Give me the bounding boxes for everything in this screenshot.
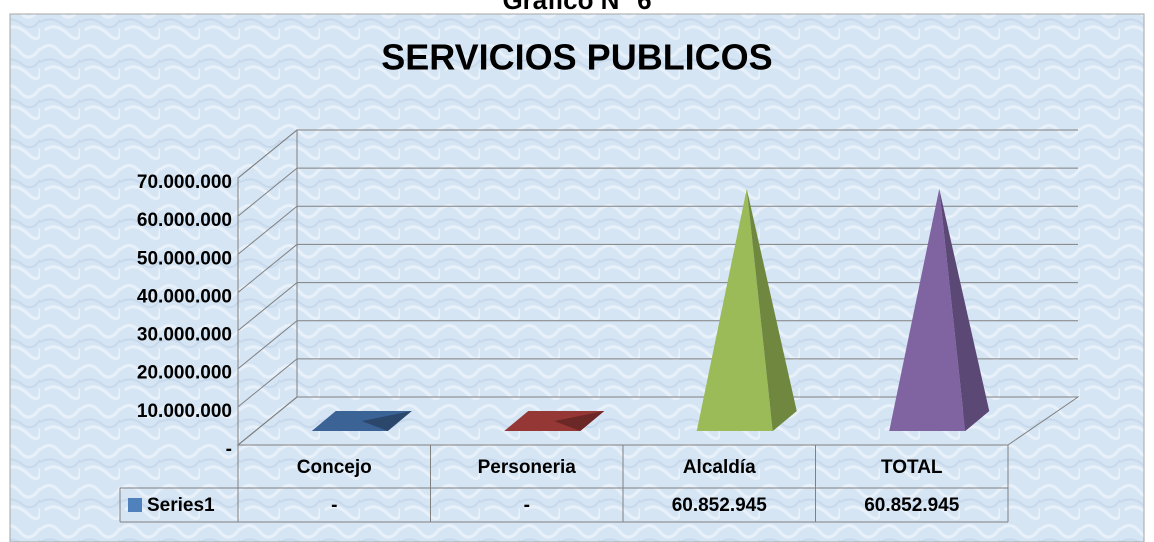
y-tick-label: 30.000.000 [137, 325, 232, 346]
chart-caption: Gráfico N° 6 [502, 0, 651, 15]
y-tick-label: 60.000.000 [137, 210, 232, 231]
grid-line [237, 396, 1078, 446]
pyramid-front [889, 188, 966, 431]
grid-line [237, 167, 1078, 217]
y-tick-label: 20.000.000 [137, 363, 232, 384]
value-label: - [331, 495, 337, 516]
value-label: 60.852.945 [672, 495, 768, 516]
x-tick-label: Alcaldía [683, 457, 756, 478]
pyramid-side [746, 188, 797, 431]
grid-line [237, 358, 1078, 408]
value-label: 60.852.945 [864, 495, 960, 516]
pyramid-front [696, 188, 773, 431]
legend-label: Series1 [147, 495, 215, 516]
pyramid-side [939, 188, 990, 431]
chart-title: SERVICIOS PUBLICOS [381, 37, 772, 78]
x-tick-label: Personeria [478, 457, 577, 478]
pyramid-front [311, 421, 388, 431]
grid-line [237, 205, 1078, 255]
y-tick-label: - [226, 439, 232, 460]
y-tick-label: 70.000.000 [137, 172, 232, 193]
pyramid-front [504, 421, 581, 431]
y-tick-label: 40.000.000 [137, 286, 232, 307]
grid-line [237, 282, 1078, 331]
y-tick-label: 10.000.000 [137, 401, 232, 422]
x-tick-label: TOTAL [881, 457, 943, 478]
pyramid-side [361, 411, 412, 431]
x-tick-label: Concejo [297, 457, 372, 478]
value-label: - [524, 495, 530, 516]
grid-line [237, 320, 1078, 370]
grid-line [237, 129, 1078, 179]
pyramid-side [554, 411, 605, 431]
y-tick-label: 50.000.000 [137, 248, 232, 269]
chart-area [9, 13, 1145, 542]
legend-key [128, 498, 142, 512]
grid-line [237, 243, 1078, 293]
